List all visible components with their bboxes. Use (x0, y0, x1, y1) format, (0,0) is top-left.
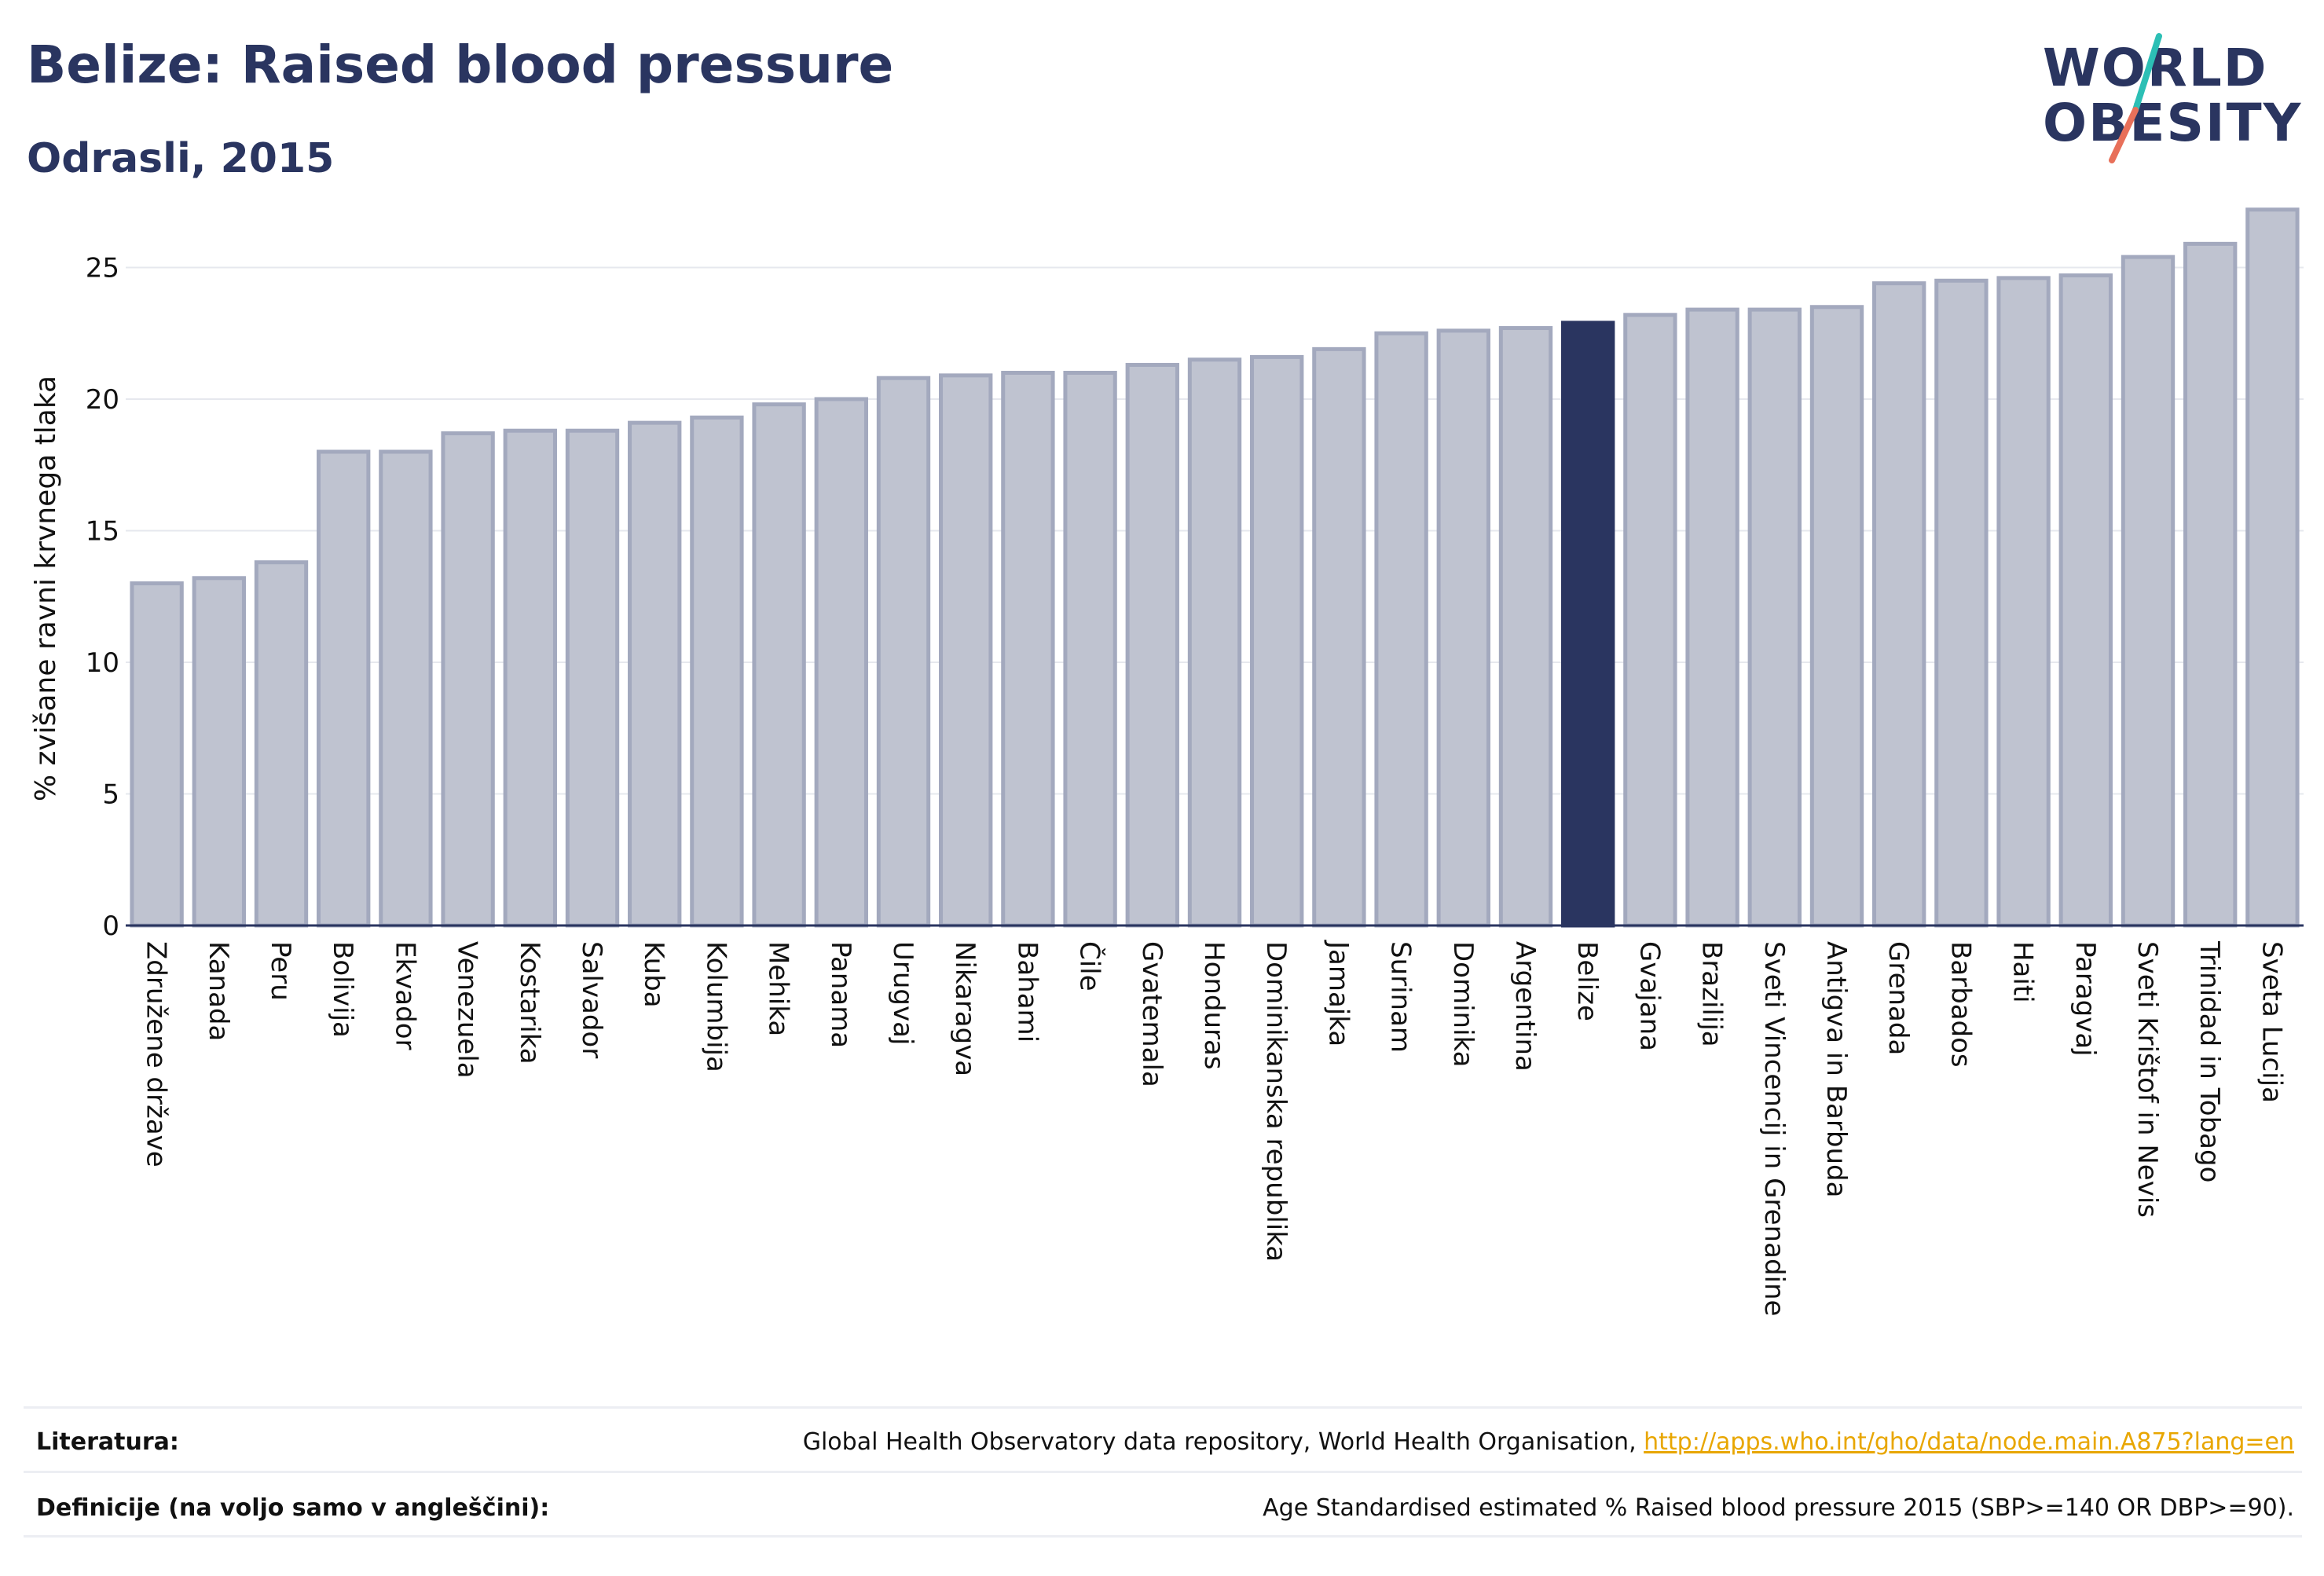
y-tick-label: 20 (86, 384, 119, 416)
x-tick-label: Kostarika (514, 941, 545, 1065)
bar-chart: 0 5 10 15 20 25 Združene države Kanada Peru Boli… (30, 207, 2304, 1316)
bar (130, 581, 184, 928)
x-tick-label: Kanada (203, 941, 234, 1041)
x-tick-label: Dominika (1447, 941, 1479, 1067)
x-tick-label: Honduras (1198, 941, 1230, 1070)
x-tick-label: Čile (1074, 941, 1106, 991)
bar (565, 428, 620, 928)
y-tick-label: 5 (102, 779, 119, 811)
bar (939, 373, 993, 928)
x-tick-label: Sveti Krištof in Nevis (2132, 941, 2163, 1218)
world-obesity-logo: WORLD OBESITY (2043, 31, 2310, 173)
bar (1063, 371, 1117, 928)
definitions-text: Age Standardised estimated % Raised bloo… (1263, 1494, 2294, 1522)
x-tick-label: Argentina (1509, 941, 1541, 1072)
bar (1747, 307, 1802, 928)
bar (379, 449, 433, 928)
page-title: Belize: Raised blood pressure (27, 35, 894, 95)
footer-divider-middle (24, 1471, 2302, 1473)
footer-divider-top (24, 1406, 2302, 1409)
x-tick-label: Brazilija (1696, 941, 1728, 1047)
y-tick-label: 15 (86, 516, 119, 548)
x-tick-label: Kolumbija (700, 941, 731, 1072)
bar (752, 402, 806, 928)
page-subtitle: Odrasli, 2015 (27, 135, 335, 182)
bar (1125, 362, 1179, 928)
y-tick-label: 10 (86, 647, 119, 679)
x-tick-label: Kuba (638, 941, 669, 1008)
bar (876, 376, 931, 928)
bar (503, 428, 557, 928)
y-tick-labels: 0 5 10 15 20 25 (86, 253, 119, 943)
sources-text: Global Health Observatory data repositor… (803, 1428, 2294, 1456)
bar (1498, 326, 1553, 928)
x-tick-label: Barbados (1945, 941, 1976, 1068)
logo-slash-icon (2109, 33, 2162, 163)
bar (2058, 273, 2113, 928)
sources-description: Global Health Observatory data repositor… (802, 1428, 1644, 1456)
x-tick-label: Dominikanska republika (1260, 941, 1292, 1262)
bar (1934, 278, 1989, 928)
x-tick-label: Gvatemala (1136, 941, 1167, 1087)
y-axis-label: % zvišane ravni krvnega tlaka (30, 376, 62, 801)
definitions-label: Definicije (na voljo samo v angleščini): (36, 1494, 550, 1522)
x-tick-label: Mehika (763, 941, 794, 1036)
x-tick-label: Nikaragva (949, 941, 981, 1076)
x-tick-label: Trinidad in Tobago (2194, 940, 2225, 1182)
x-tick-label: Panama (825, 941, 856, 1048)
sources-label: Literatura: (36, 1428, 179, 1456)
bar (1996, 276, 2051, 928)
bar (2245, 207, 2300, 928)
bar (2183, 241, 2238, 928)
bar (1809, 305, 1864, 928)
x-tick-label: Jamajka (1322, 940, 1354, 1046)
bar (317, 449, 371, 928)
bar (1872, 281, 1926, 928)
logo-line-2: OBESITY (2043, 93, 2303, 153)
bar (254, 560, 309, 928)
x-tick-label: Urugvaj (887, 941, 918, 1045)
bar (1685, 307, 1739, 928)
x-tick-label: Peru (265, 941, 296, 1001)
sources-link[interactable]: http://apps.who.int/gho/data/node.main.A… (1644, 1428, 2294, 1456)
x-tick-label: Ekvador (389, 941, 420, 1050)
bar (1187, 357, 1242, 928)
bar (441, 431, 495, 928)
x-tick-label: Venezuela (452, 941, 483, 1079)
bar (1250, 354, 1304, 928)
bar (690, 415, 744, 928)
bar (1436, 328, 1490, 928)
bar (1374, 331, 1428, 928)
x-tick-label: Antigva in Barbuda (1820, 941, 1852, 1197)
x-tick-label: Bolivija (327, 941, 358, 1038)
x-tick-label: Gvajana (1633, 941, 1665, 1051)
x-tick-label: Belize (1571, 941, 1603, 1021)
y-tick-label: 25 (86, 253, 119, 284)
footer-divider-bottom (24, 1535, 2302, 1538)
bar (1623, 313, 1677, 928)
bar (192, 576, 246, 928)
x-tick-label: Sveta Lucija (2256, 941, 2287, 1103)
x-tick-label: Salvador (576, 941, 607, 1058)
bars (130, 207, 2300, 928)
bar (1312, 346, 1366, 928)
bar (1001, 371, 1055, 928)
x-tick-label: Združene države (141, 941, 172, 1167)
y-tick-label: 0 (102, 911, 119, 942)
bar (814, 397, 868, 928)
x-tick-label: Paragvaj (2069, 941, 2101, 1057)
x-tick-label: Bahami (1011, 941, 1043, 1043)
x-tick-label: Sveti Vincencij in Grenadine (1758, 941, 1790, 1316)
x-tick-label: Grenada (1882, 941, 1914, 1055)
bar (628, 420, 682, 928)
x-tick-label: Haiti (2007, 941, 2039, 1003)
x-tick-labels: Združene države Kanada Peru Bolivija Ekvador… (141, 940, 2288, 1316)
bar (2121, 255, 2176, 928)
bar-highlight (1561, 321, 1615, 928)
x-tick-label: Surinam (1385, 941, 1417, 1053)
